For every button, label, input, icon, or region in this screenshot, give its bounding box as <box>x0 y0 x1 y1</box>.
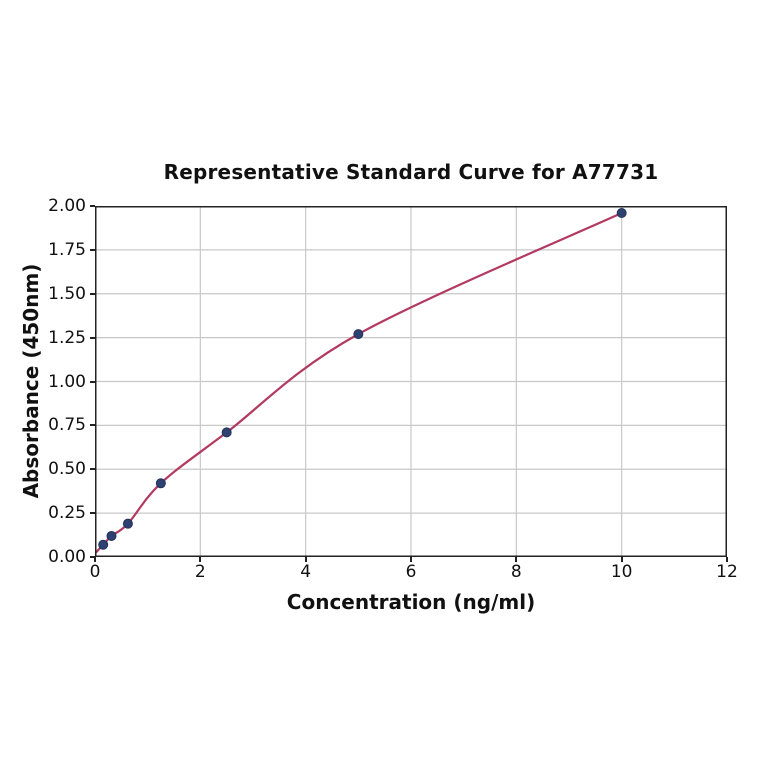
y-tick-label: 1.50 <box>48 283 86 304</box>
y-tick-label: 0.25 <box>48 503 86 524</box>
y-tick-mark <box>90 468 95 471</box>
y-tick-mark <box>90 380 95 383</box>
data-point <box>616 208 627 219</box>
y-tick-label: 1.25 <box>48 327 86 348</box>
data-point <box>98 539 109 550</box>
x-tick-mark <box>726 557 728 562</box>
y-tick-mark <box>90 205 95 207</box>
x-tick-mark <box>620 557 623 562</box>
x-tick-label: 10 <box>610 562 633 582</box>
data-point <box>122 518 133 529</box>
data-point <box>221 427 232 438</box>
x-axis-label: Concentration (ng/ml) <box>286 590 536 614</box>
x-tick-mark <box>94 557 96 562</box>
x-tick-label: 0 <box>89 562 101 582</box>
y-tick-mark <box>90 248 95 251</box>
y-tick-mark <box>90 556 95 558</box>
y-tick-mark <box>90 336 95 339</box>
y-tick-label: 1.00 <box>48 371 86 392</box>
x-tick-label: 8 <box>510 562 522 582</box>
plot-spines <box>95 206 727 557</box>
plot-area <box>95 206 727 557</box>
x-tick-label: 2 <box>194 562 206 582</box>
y-tick-mark <box>90 292 95 295</box>
x-tick-label: 6 <box>405 562 417 582</box>
y-tick-label: 0.00 <box>48 547 86 567</box>
x-tick-mark <box>410 557 412 562</box>
chart-title: Representative Standard Curve for A77731 <box>163 160 659 184</box>
data-point <box>353 329 364 340</box>
data-point <box>106 530 117 541</box>
x-tick-label: 12 <box>716 562 738 582</box>
data-point <box>155 478 166 489</box>
x-tick-mark <box>304 557 307 562</box>
x-tick-mark <box>515 557 518 562</box>
y-tick-label: 2.00 <box>48 196 86 216</box>
x-tick-mark <box>199 557 202 562</box>
x-tick-label: 4 <box>300 562 312 582</box>
fit-curve <box>95 211 623 555</box>
y-tick-mark <box>90 512 95 515</box>
plot-svg <box>95 206 727 557</box>
y-tick-label: 0.50 <box>48 459 86 480</box>
y-tick-mark <box>90 424 95 427</box>
y-tick-label: 0.75 <box>48 415 86 436</box>
y-tick-label: 1.75 <box>48 239 86 260</box>
